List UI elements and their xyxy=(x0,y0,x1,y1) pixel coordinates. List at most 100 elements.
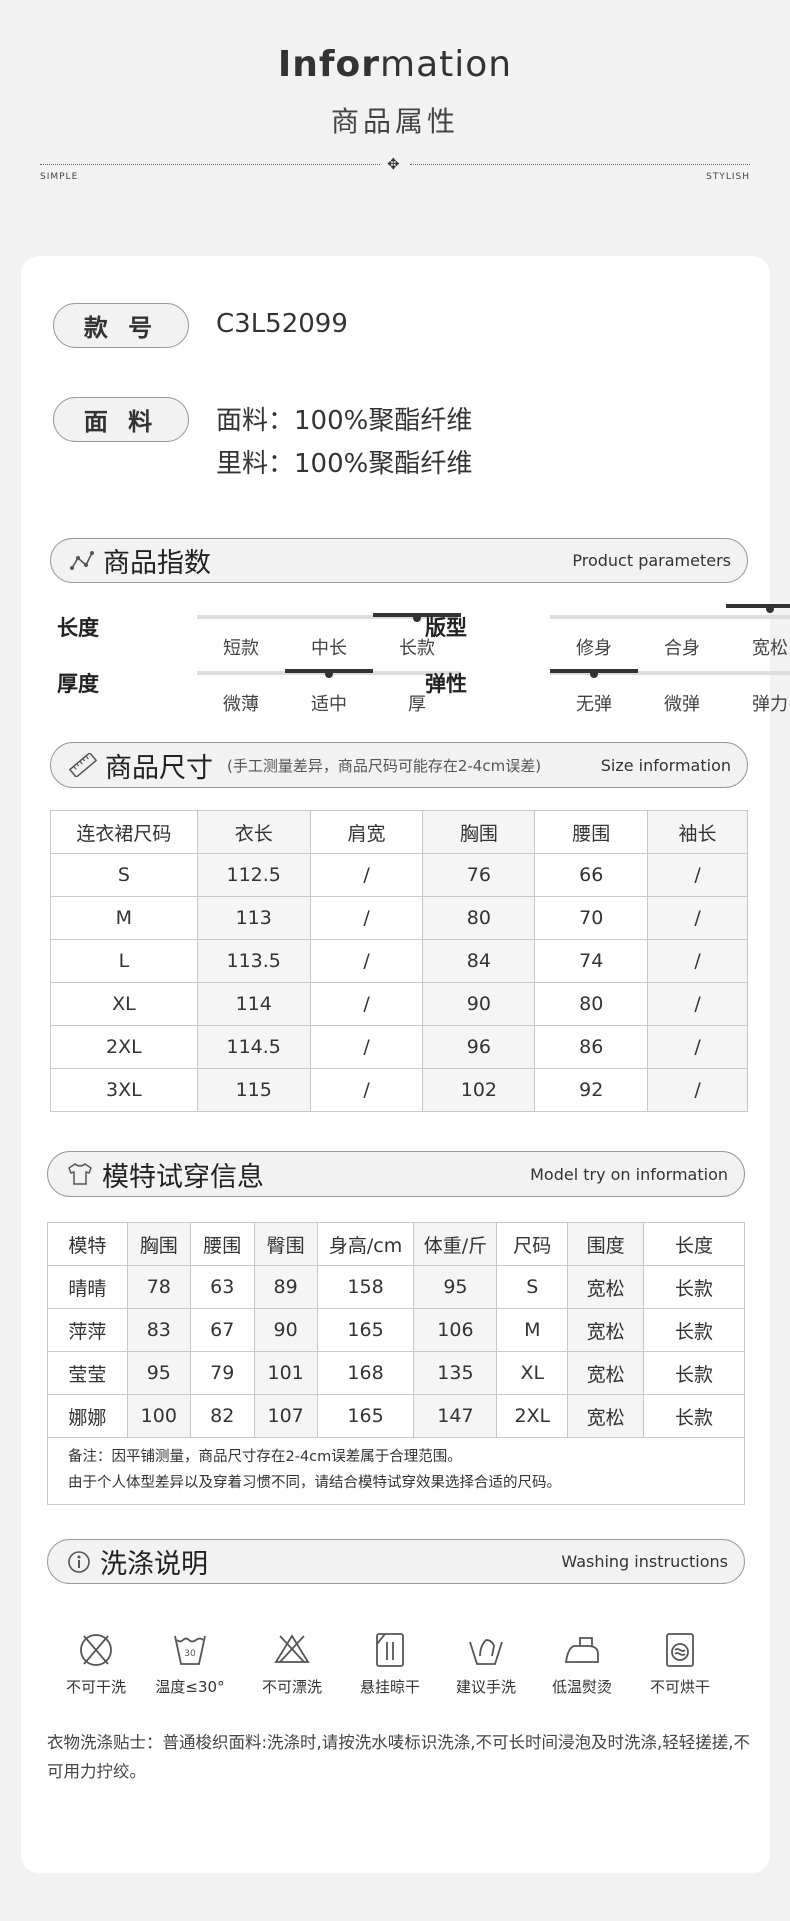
low-iron-icon xyxy=(564,1637,599,1663)
fabric-label: 面 料 xyxy=(53,397,189,442)
table-cell: 83 xyxy=(126,1308,191,1352)
table-cell: 102 xyxy=(422,1068,536,1112)
table-cell: 78 xyxy=(126,1265,191,1309)
table-cell: 82 xyxy=(189,1394,255,1438)
table-cell: / xyxy=(309,853,424,897)
table-cell: / xyxy=(647,1025,748,1069)
table-header-row: 模特 胸围 腰围 臀围 身高/cm 体重/斤 尺码 围度 长度 xyxy=(47,1222,745,1266)
table-row: 莹莹 95 79 101 168 135 XL 宽松 长款 xyxy=(47,1351,745,1395)
table-row: 3XL 115/102 92/ xyxy=(50,1068,748,1112)
table-cell: / xyxy=(647,1068,748,1112)
section-title: 洗涤说明 xyxy=(100,1549,208,1580)
table-row: 娜娜 100 82 107 165 147 2XL 宽松 长款 xyxy=(47,1394,745,1438)
table-cell: 76 xyxy=(422,853,536,897)
table-row: 2XL 114.5/96 86/ xyxy=(50,1025,748,1069)
no-dry-clean-icon xyxy=(80,1634,112,1666)
index-option: 适中 xyxy=(311,694,347,715)
index-option: 无弹 xyxy=(576,694,612,715)
index-marker xyxy=(766,605,774,613)
table-cell: 96 xyxy=(422,1025,536,1069)
info-icon xyxy=(68,1550,90,1573)
table-cell: / xyxy=(309,939,424,983)
table-cell: 158 xyxy=(316,1265,415,1309)
section-title: 模特试穿信息 xyxy=(102,1161,264,1193)
table-cell: 2XL xyxy=(50,1025,198,1069)
index-option: 弹力 xyxy=(752,694,788,715)
table-cell: 90 xyxy=(422,982,536,1026)
index-label: 版型 xyxy=(425,616,467,640)
wash-item: 低温熨烫 xyxy=(534,1630,630,1697)
column-header: 肩宽 xyxy=(309,810,424,854)
table-cell: 113 xyxy=(196,896,311,940)
size-header: 商品尺寸 (手工测量差异，商品尺码可能存在2-4cm误差) Size infor… xyxy=(50,742,748,788)
wash-label: 不可漂洗 xyxy=(261,1678,322,1696)
table-cell: / xyxy=(647,939,748,983)
table-cell: / xyxy=(647,982,748,1026)
tshirt-icon xyxy=(68,1163,92,1185)
table-cell: M xyxy=(50,896,198,940)
table-row: XL 114/90 80/ xyxy=(50,982,748,1026)
section-title-en: Size information xyxy=(600,755,731,775)
column-header: 尺码 xyxy=(496,1222,569,1266)
table-cell: 2XL xyxy=(496,1394,569,1438)
index-option: 短款 xyxy=(223,638,259,659)
table-cell: 80 xyxy=(422,896,536,940)
index-option: 微弹 xyxy=(664,694,700,715)
table-cell: 107 xyxy=(253,1394,318,1438)
column-header: 腰围 xyxy=(189,1222,255,1266)
page-subtitle: 商品属性 xyxy=(330,105,459,138)
index-marker xyxy=(413,614,421,622)
column-header: 胸围 xyxy=(422,810,536,854)
table-cell: 114.5 xyxy=(196,1025,311,1069)
table-cell: 101 xyxy=(253,1351,318,1395)
size-note: (手工测量差异，商品尺码可能存在2-4cm误差) xyxy=(227,756,542,775)
table-cell: 135 xyxy=(413,1351,498,1395)
fabric-line: 里料：100%聚酯纤维 xyxy=(216,449,473,479)
table-cell: 80 xyxy=(534,982,649,1026)
wash-item: 建议手洗 xyxy=(438,1630,534,1697)
index-track xyxy=(197,615,461,619)
index-option: 修身 xyxy=(576,638,612,659)
wash-label: 低温熨烫 xyxy=(551,1678,612,1696)
note-line: 由于个人体型差异以及穿着习惯不同，请结合模特试穿效果选择合适的尺码。 xyxy=(68,1475,561,1491)
wash-label: 不可烘干 xyxy=(649,1678,710,1696)
table-cell: 84 xyxy=(422,939,536,983)
column-header: 衣长 xyxy=(196,810,311,854)
table-cell: 115 xyxy=(196,1068,311,1112)
index-selected-bar xyxy=(726,604,790,608)
table-cell: 100 xyxy=(126,1394,191,1438)
crosshair-icon: ✥ xyxy=(387,155,400,173)
table-cell: S xyxy=(496,1265,569,1309)
table-cell: 89 xyxy=(253,1265,318,1309)
table-cell: 106 xyxy=(413,1308,498,1352)
table-cell: 70 xyxy=(534,896,649,940)
section-title-en: Washing instructions xyxy=(561,1552,728,1571)
table-cell: 147 xyxy=(413,1394,498,1438)
index-label: 长度 xyxy=(57,616,99,640)
index-option: 长款 xyxy=(399,638,435,659)
table-cell: S xyxy=(50,853,198,897)
wash-item: 不可烘干 xyxy=(632,1630,728,1697)
hand-wash-icon xyxy=(469,1639,503,1665)
index-option: 厚 xyxy=(408,694,426,715)
wash-label: 温度≤30° xyxy=(155,1678,225,1696)
table-cell: 95 xyxy=(126,1351,191,1395)
column-header: 连衣裙尺码 xyxy=(50,810,198,854)
section-title-en: Model try on information xyxy=(530,1164,728,1184)
table-cell: / xyxy=(309,896,424,940)
column-header: 臀围 xyxy=(253,1222,318,1266)
index-track xyxy=(550,615,790,619)
index-option: 合身 xyxy=(664,638,700,659)
column-header: 围度 xyxy=(567,1222,645,1266)
table-cell: 86 xyxy=(534,1025,649,1069)
table-row: 晴晴 78 63 89 158 95 S 宽松 长款 xyxy=(47,1265,745,1309)
section-title: 商品尺寸 xyxy=(105,752,213,784)
fabric-line: 面料：100%聚酯纤维 xyxy=(216,406,473,436)
table-cell: M xyxy=(496,1308,569,1352)
table-cell: 莹莹 xyxy=(47,1351,128,1395)
table-cell: 娜娜 xyxy=(47,1394,128,1438)
section-title-en: Product parameters xyxy=(572,551,731,570)
table-cell: 114 xyxy=(196,982,311,1026)
index-track xyxy=(550,671,790,675)
note-line: 备注：因平铺测量，商品尺寸存在2-4cm误差属于合理范围。 xyxy=(68,1449,462,1465)
